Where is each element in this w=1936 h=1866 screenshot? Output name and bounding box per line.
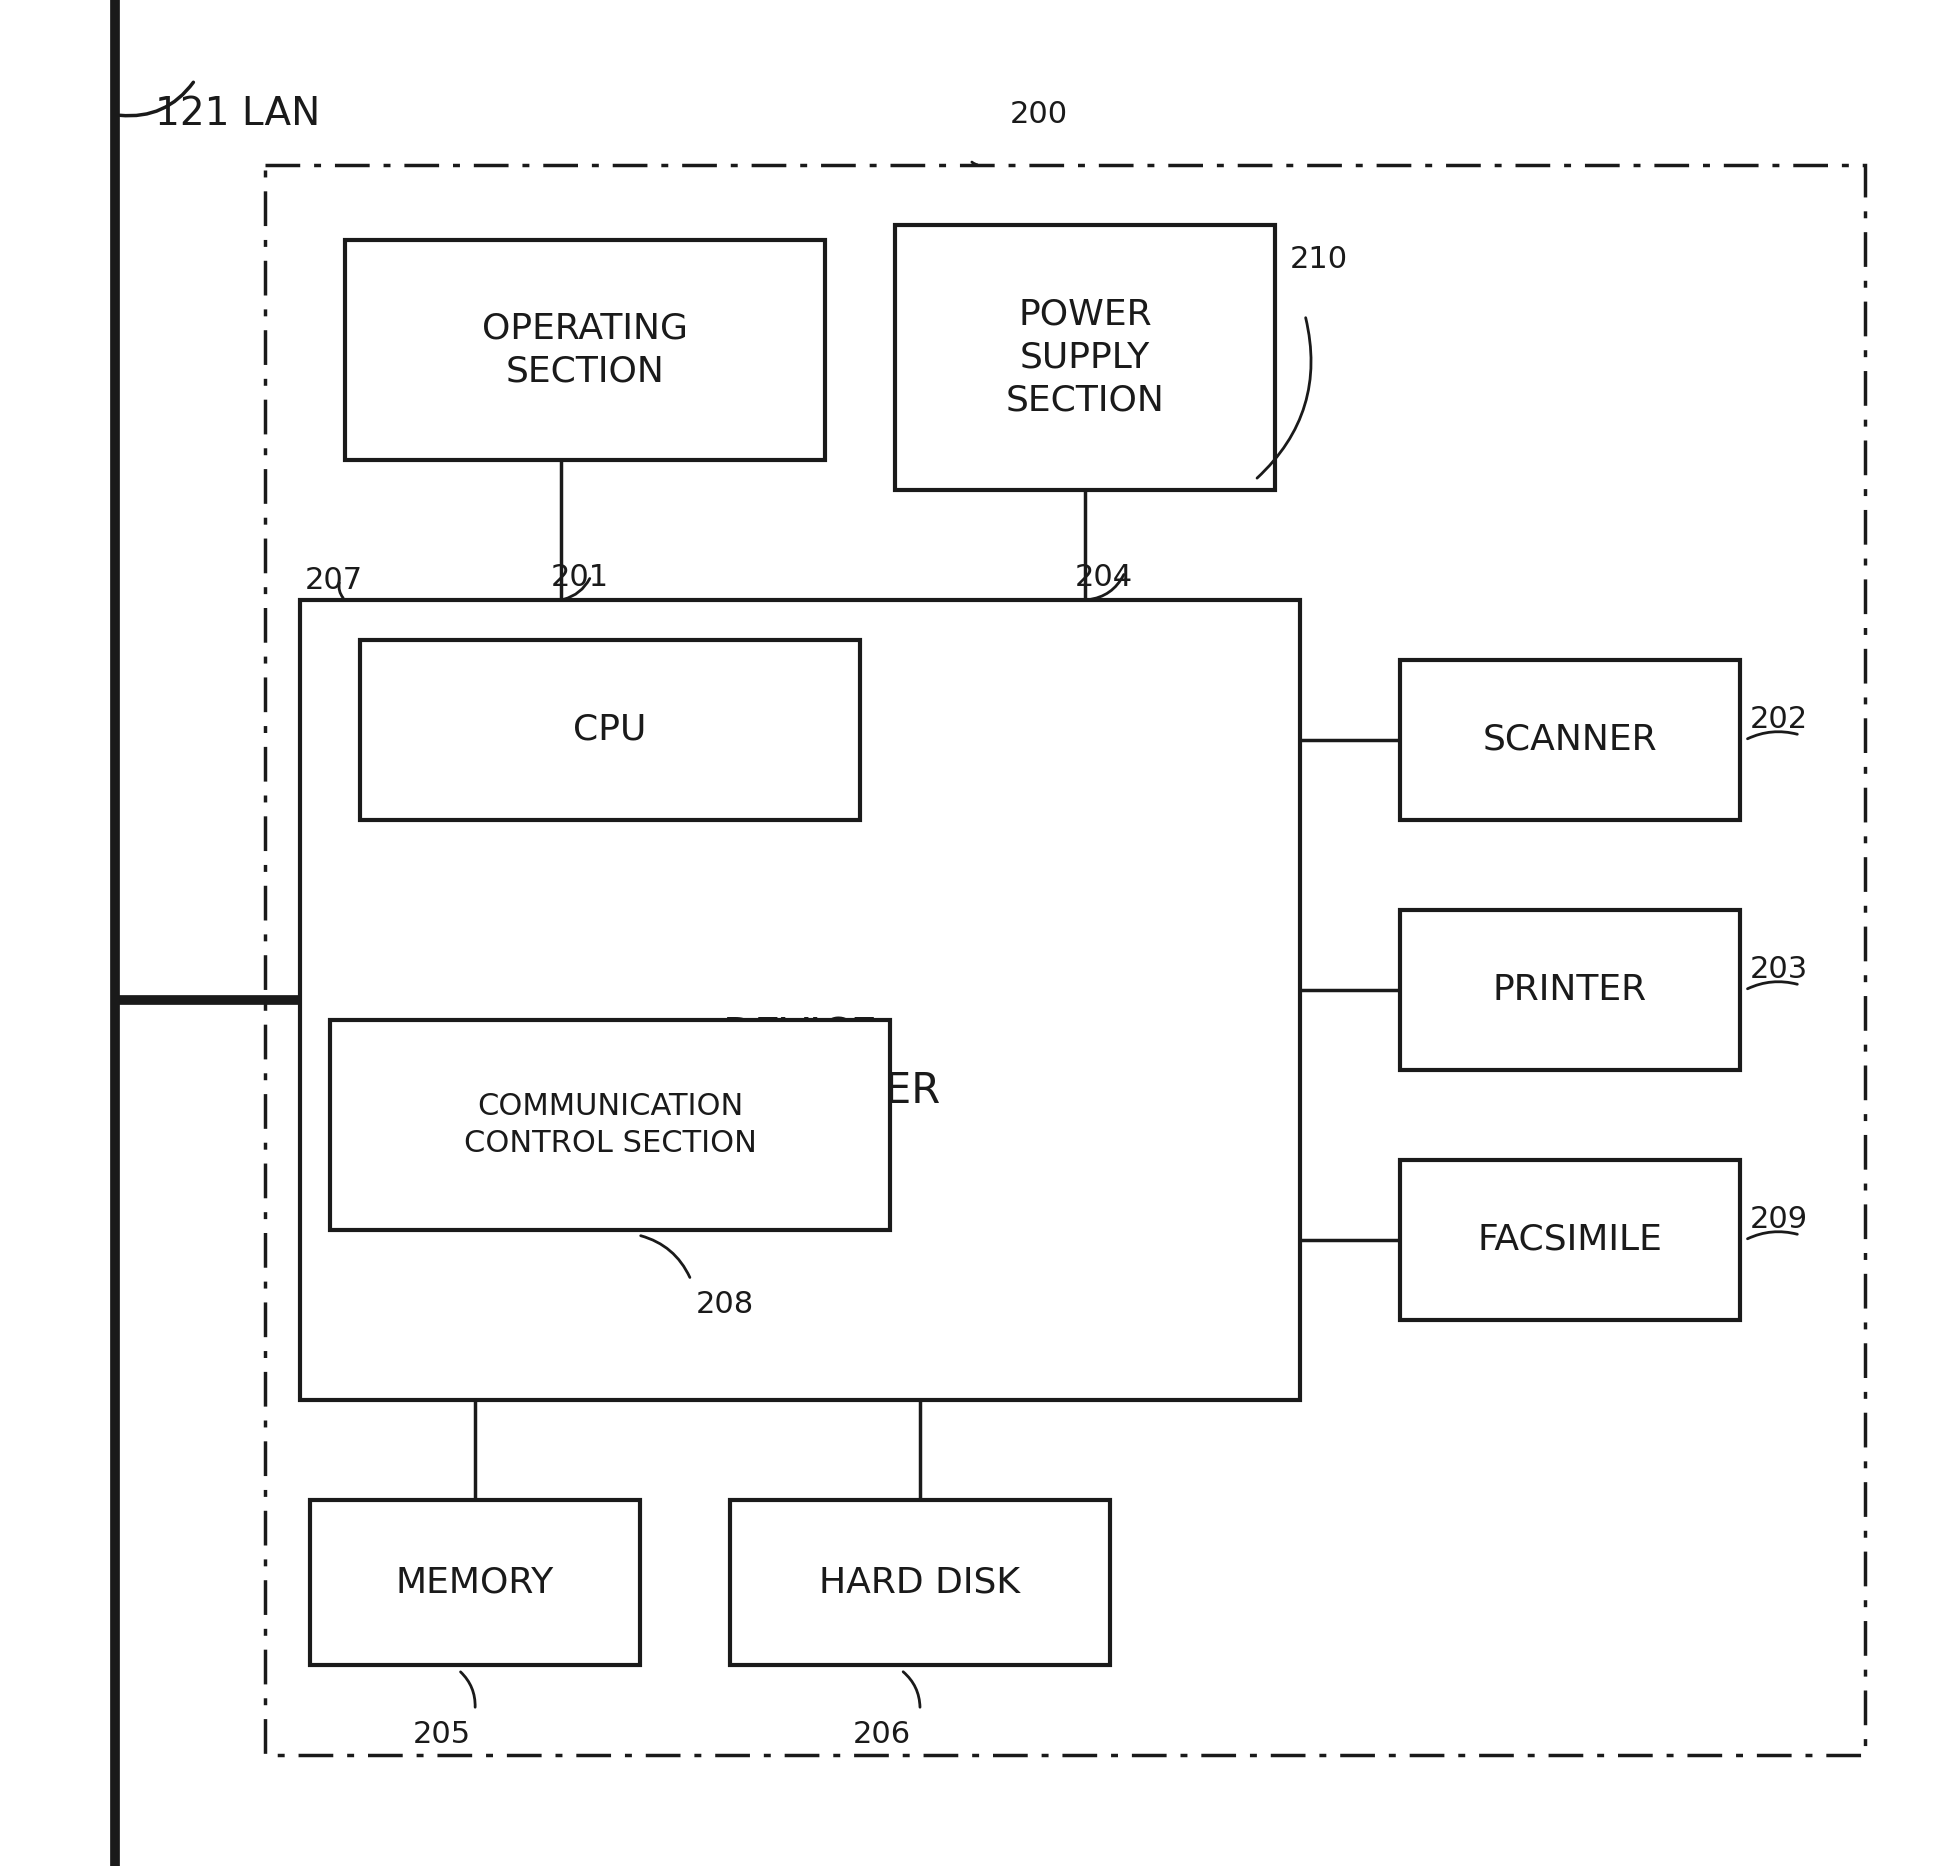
Text: DEVICE
CONTROLLER: DEVICE CONTROLLER	[658, 1015, 941, 1112]
Text: MEMORY: MEMORY	[395, 1566, 554, 1599]
Bar	[730, 1500, 1109, 1664]
Text: PRINTER: PRINTER	[1493, 972, 1648, 1008]
Bar	[1400, 661, 1740, 819]
Text: OPERATING
SECTION: OPERATING SECTION	[482, 312, 687, 388]
Text: FACSIMILE: FACSIMILE	[1477, 1222, 1663, 1258]
Text: 200: 200	[1011, 101, 1069, 129]
Bar	[1400, 911, 1740, 1069]
Text: 121 LAN: 121 LAN	[155, 95, 319, 132]
Text: 209: 209	[1750, 1205, 1808, 1235]
Text: 207: 207	[306, 565, 364, 595]
Bar	[265, 164, 1864, 1756]
Bar	[1400, 1161, 1740, 1319]
Bar	[894, 226, 1276, 491]
Text: CPU: CPU	[573, 713, 647, 746]
Text: 205: 205	[412, 1720, 470, 1748]
Text: POWER
SUPPLY
SECTION: POWER SUPPLY SECTION	[1005, 297, 1164, 418]
Text: 202: 202	[1750, 705, 1808, 735]
Text: HARD DISK: HARD DISK	[819, 1566, 1020, 1599]
Text: 203: 203	[1750, 955, 1808, 985]
Text: SCANNER: SCANNER	[1483, 722, 1657, 758]
Bar	[360, 640, 860, 819]
Bar	[345, 241, 825, 461]
Text: 206: 206	[854, 1720, 912, 1748]
Text: 204: 204	[1074, 564, 1133, 592]
Bar	[329, 1021, 891, 1230]
Text: 201: 201	[552, 564, 610, 592]
Bar	[300, 601, 1299, 1400]
Bar	[310, 1500, 641, 1664]
Text: 208: 208	[697, 1289, 755, 1319]
Text: 210: 210	[1289, 244, 1347, 274]
Text: COMMUNICATION
CONTROL SECTION: COMMUNICATION CONTROL SECTION	[463, 1092, 757, 1159]
